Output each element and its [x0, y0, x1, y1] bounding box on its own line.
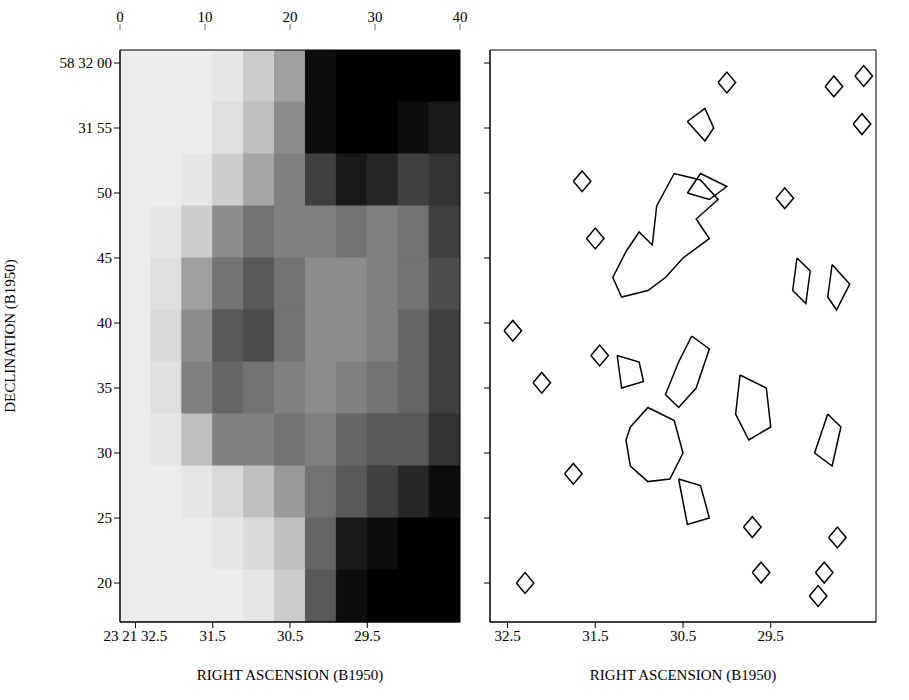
svg-text:30.5: 30.5	[277, 628, 303, 644]
svg-text:31.5: 31.5	[582, 628, 608, 644]
svg-text:20: 20	[283, 9, 298, 25]
svg-text:23 21 32.5: 23 21 32.5	[104, 628, 168, 644]
svg-text:58 32 00: 58 32 00	[60, 55, 113, 71]
svg-text:RIGHT ASCENSION (B1950): RIGHT ASCENSION (B1950)	[197, 667, 383, 684]
svg-text:30.5: 30.5	[670, 628, 696, 644]
svg-text:DECLINATION (B1950): DECLINATION (B1950)	[2, 259, 19, 413]
svg-text:25: 25	[97, 510, 112, 526]
svg-text:29.5: 29.5	[758, 628, 784, 644]
svg-text:RIGHT ASCENSION (B1950): RIGHT ASCENSION (B1950)	[590, 667, 776, 684]
svg-text:40: 40	[453, 9, 468, 25]
svg-text:29.5: 29.5	[354, 628, 380, 644]
svg-text:31 55: 31 55	[78, 120, 112, 136]
svg-text:10: 10	[198, 9, 213, 25]
svg-text:45: 45	[97, 250, 112, 266]
svg-text:0: 0	[116, 9, 124, 25]
svg-text:40: 40	[97, 315, 112, 331]
svg-text:32.5: 32.5	[494, 628, 520, 644]
svg-text:31.5: 31.5	[200, 628, 226, 644]
svg-text:35: 35	[97, 380, 112, 396]
svg-text:30: 30	[368, 9, 383, 25]
svg-text:20: 20	[97, 575, 112, 591]
svg-text:50: 50	[97, 185, 112, 201]
svg-text:30: 30	[97, 445, 112, 461]
